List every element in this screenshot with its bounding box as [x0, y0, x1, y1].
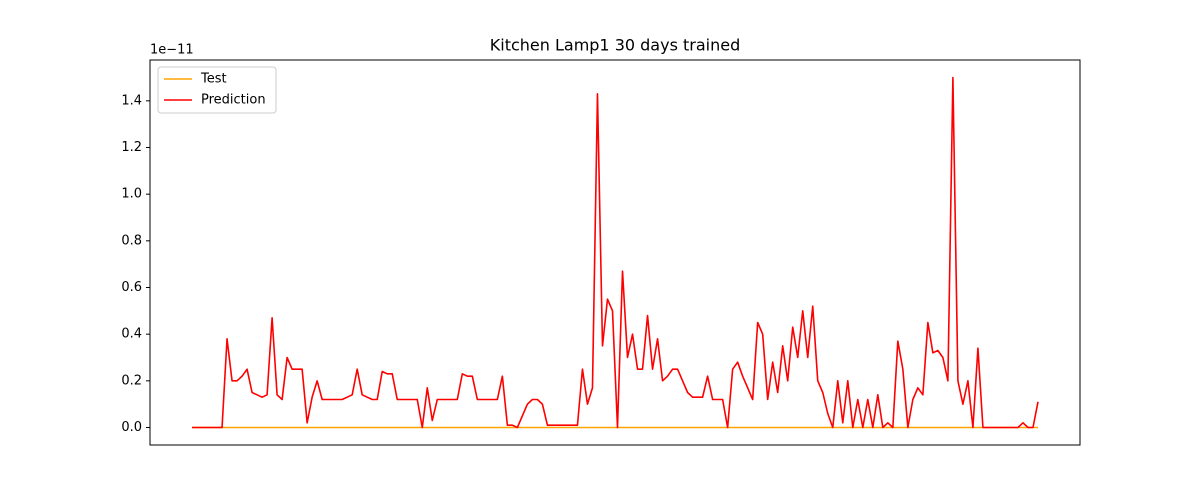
- legend-label: Prediction: [201, 93, 266, 108]
- y-tick-label: 1.2: [121, 140, 142, 155]
- y-tick-label: 1.0: [121, 187, 142, 202]
- y-offset-label: 1e−11: [150, 43, 194, 58]
- plot-frame: [149, 59, 1081, 446]
- chart-title: Kitchen Lamp1 30 days trained: [490, 36, 740, 55]
- y-tick-label: 0.2: [121, 373, 142, 388]
- series-line: [192, 76, 1039, 429]
- legend-label: Test: [200, 72, 227, 87]
- y-tick-label: 1.4: [121, 93, 142, 108]
- y-tick-label: 0.4: [121, 327, 142, 342]
- y-tick-label: 0.8: [121, 233, 142, 248]
- y-tick-label: 0.0: [121, 420, 142, 435]
- y-tick-label: 0.6: [121, 280, 142, 295]
